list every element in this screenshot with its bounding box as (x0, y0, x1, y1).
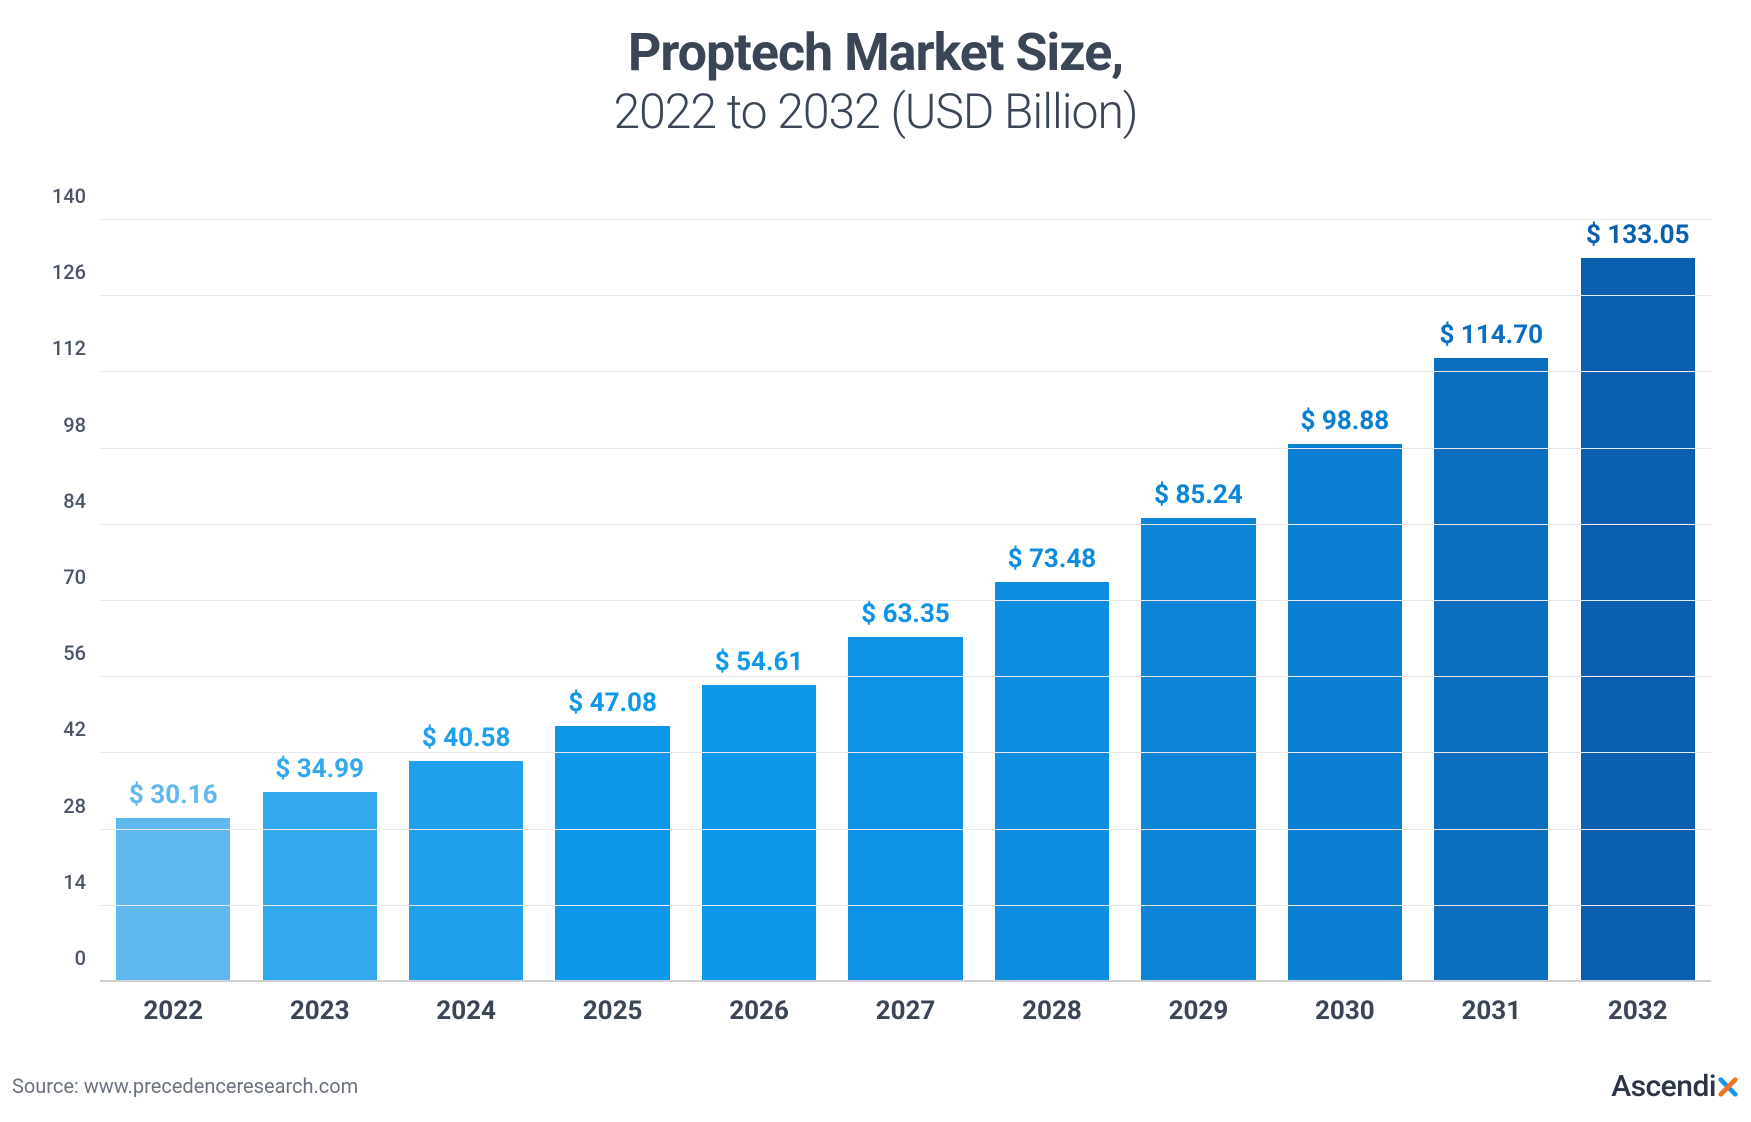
y-tick-label: 98 (63, 413, 100, 437)
x-tick-label: 2025 (539, 982, 685, 1026)
bar-slot: $ 34.992023 (246, 220, 392, 982)
x-tick-label: 2022 (100, 982, 246, 1026)
bar: $ 63.35 (848, 637, 962, 982)
gridline (100, 219, 1711, 220)
bar-slot: $ 63.352027 (832, 220, 978, 982)
x-tick-label: 2032 (1565, 982, 1711, 1026)
x-axis-line (100, 980, 1711, 982)
bar-slot: $ 98.882030 (1272, 220, 1418, 982)
x-tick-label: 2031 (1418, 982, 1564, 1026)
gridline (100, 752, 1711, 753)
bar-slot: $ 54.612026 (686, 220, 832, 982)
bar-value-label: $ 54.61 (715, 647, 804, 685)
bar: $ 54.61 (702, 685, 816, 982)
bar: $ 30.16 (116, 818, 230, 982)
x-tick-label: 2026 (686, 982, 832, 1026)
gridline (100, 829, 1711, 830)
bar-value-label: $ 73.48 (1008, 544, 1097, 582)
bars-group: $ 30.162022$ 34.992023$ 40.582024$ 47.08… (100, 220, 1711, 982)
source-url: www.precedenceresearch.com (84, 1074, 358, 1098)
source-citation: Source: www.precedenceresearch.com (12, 1074, 358, 1098)
x-tick-label: 2024 (393, 982, 539, 1026)
y-tick-label: 0 (75, 946, 100, 970)
brand-x-icon (1717, 1069, 1739, 1104)
gridline (100, 676, 1711, 677)
y-tick-label: 14 (63, 870, 100, 894)
bar-value-label: $ 98.88 (1301, 406, 1390, 444)
brand-text: Ascendi (1611, 1069, 1716, 1104)
chart-title-block: Proptech Market Size, 2022 to 2032 (USD … (0, 0, 1751, 140)
bar: $ 114.70 (1434, 358, 1548, 982)
brand-logo: Ascendi (1611, 1069, 1739, 1104)
bar: $ 133.05 (1581, 258, 1695, 982)
bar-slot: $ 47.082025 (539, 220, 685, 982)
gridline (100, 524, 1711, 525)
x-tick-label: 2029 (1125, 982, 1271, 1026)
y-tick-label: 28 (63, 794, 100, 818)
y-tick-label: 126 (52, 260, 100, 284)
chart-container: Proptech Market Size, 2022 to 2032 (USD … (0, 0, 1751, 1122)
footer: Source: www.precedenceresearch.com Ascen… (0, 1066, 1751, 1106)
bar-slot: $ 114.702031 (1418, 220, 1564, 982)
bar-slot: $ 30.162022 (100, 220, 246, 982)
bar-value-label: $ 63.35 (861, 599, 950, 637)
y-tick-label: 56 (63, 641, 100, 665)
bar-value-label: $ 133.05 (1586, 220, 1690, 258)
bar: $ 40.58 (409, 761, 523, 982)
bar-slot: $ 133.052032 (1565, 220, 1711, 982)
bar-value-label: $ 114.70 (1440, 320, 1544, 358)
gridline (100, 600, 1711, 601)
bar-value-label: $ 34.99 (275, 754, 364, 792)
gridline (100, 295, 1711, 296)
gridline (100, 905, 1711, 906)
y-tick-label: 84 (63, 489, 100, 513)
x-tick-label: 2030 (1272, 982, 1418, 1026)
x-tick-label: 2027 (832, 982, 978, 1026)
chart-title-line2: 2022 to 2032 (USD Billion) (0, 83, 1751, 140)
gridline (100, 371, 1711, 372)
chart-title-line1: Proptech Market Size, (0, 22, 1751, 83)
y-tick-label: 70 (63, 565, 100, 589)
bar-slot: $ 73.482028 (979, 220, 1125, 982)
y-tick-label: 112 (52, 336, 100, 360)
bar-value-label: $ 30.16 (129, 780, 218, 818)
bar-slot: $ 40.582024 (393, 220, 539, 982)
x-tick-label: 2028 (979, 982, 1125, 1026)
bar-value-label: $ 40.58 (422, 723, 511, 761)
x-tick-label: 2023 (246, 982, 392, 1026)
bar-value-label: $ 85.24 (1154, 480, 1243, 518)
source-prefix: Source: (12, 1074, 84, 1098)
y-tick-label: 140 (52, 184, 100, 208)
bar: $ 73.48 (995, 582, 1109, 982)
chart-area: $ 30.162022$ 34.992023$ 40.582024$ 47.08… (30, 220, 1721, 1032)
bar-slot: $ 85.242029 (1125, 220, 1271, 982)
bar: $ 85.24 (1141, 518, 1255, 982)
plot-region: $ 30.162022$ 34.992023$ 40.582024$ 47.08… (100, 220, 1711, 982)
bar-value-label: $ 47.08 (568, 688, 657, 726)
bar: $ 47.08 (555, 726, 669, 982)
y-tick-label: 42 (63, 717, 100, 741)
bar: $ 34.99 (263, 792, 377, 982)
gridline (100, 448, 1711, 449)
